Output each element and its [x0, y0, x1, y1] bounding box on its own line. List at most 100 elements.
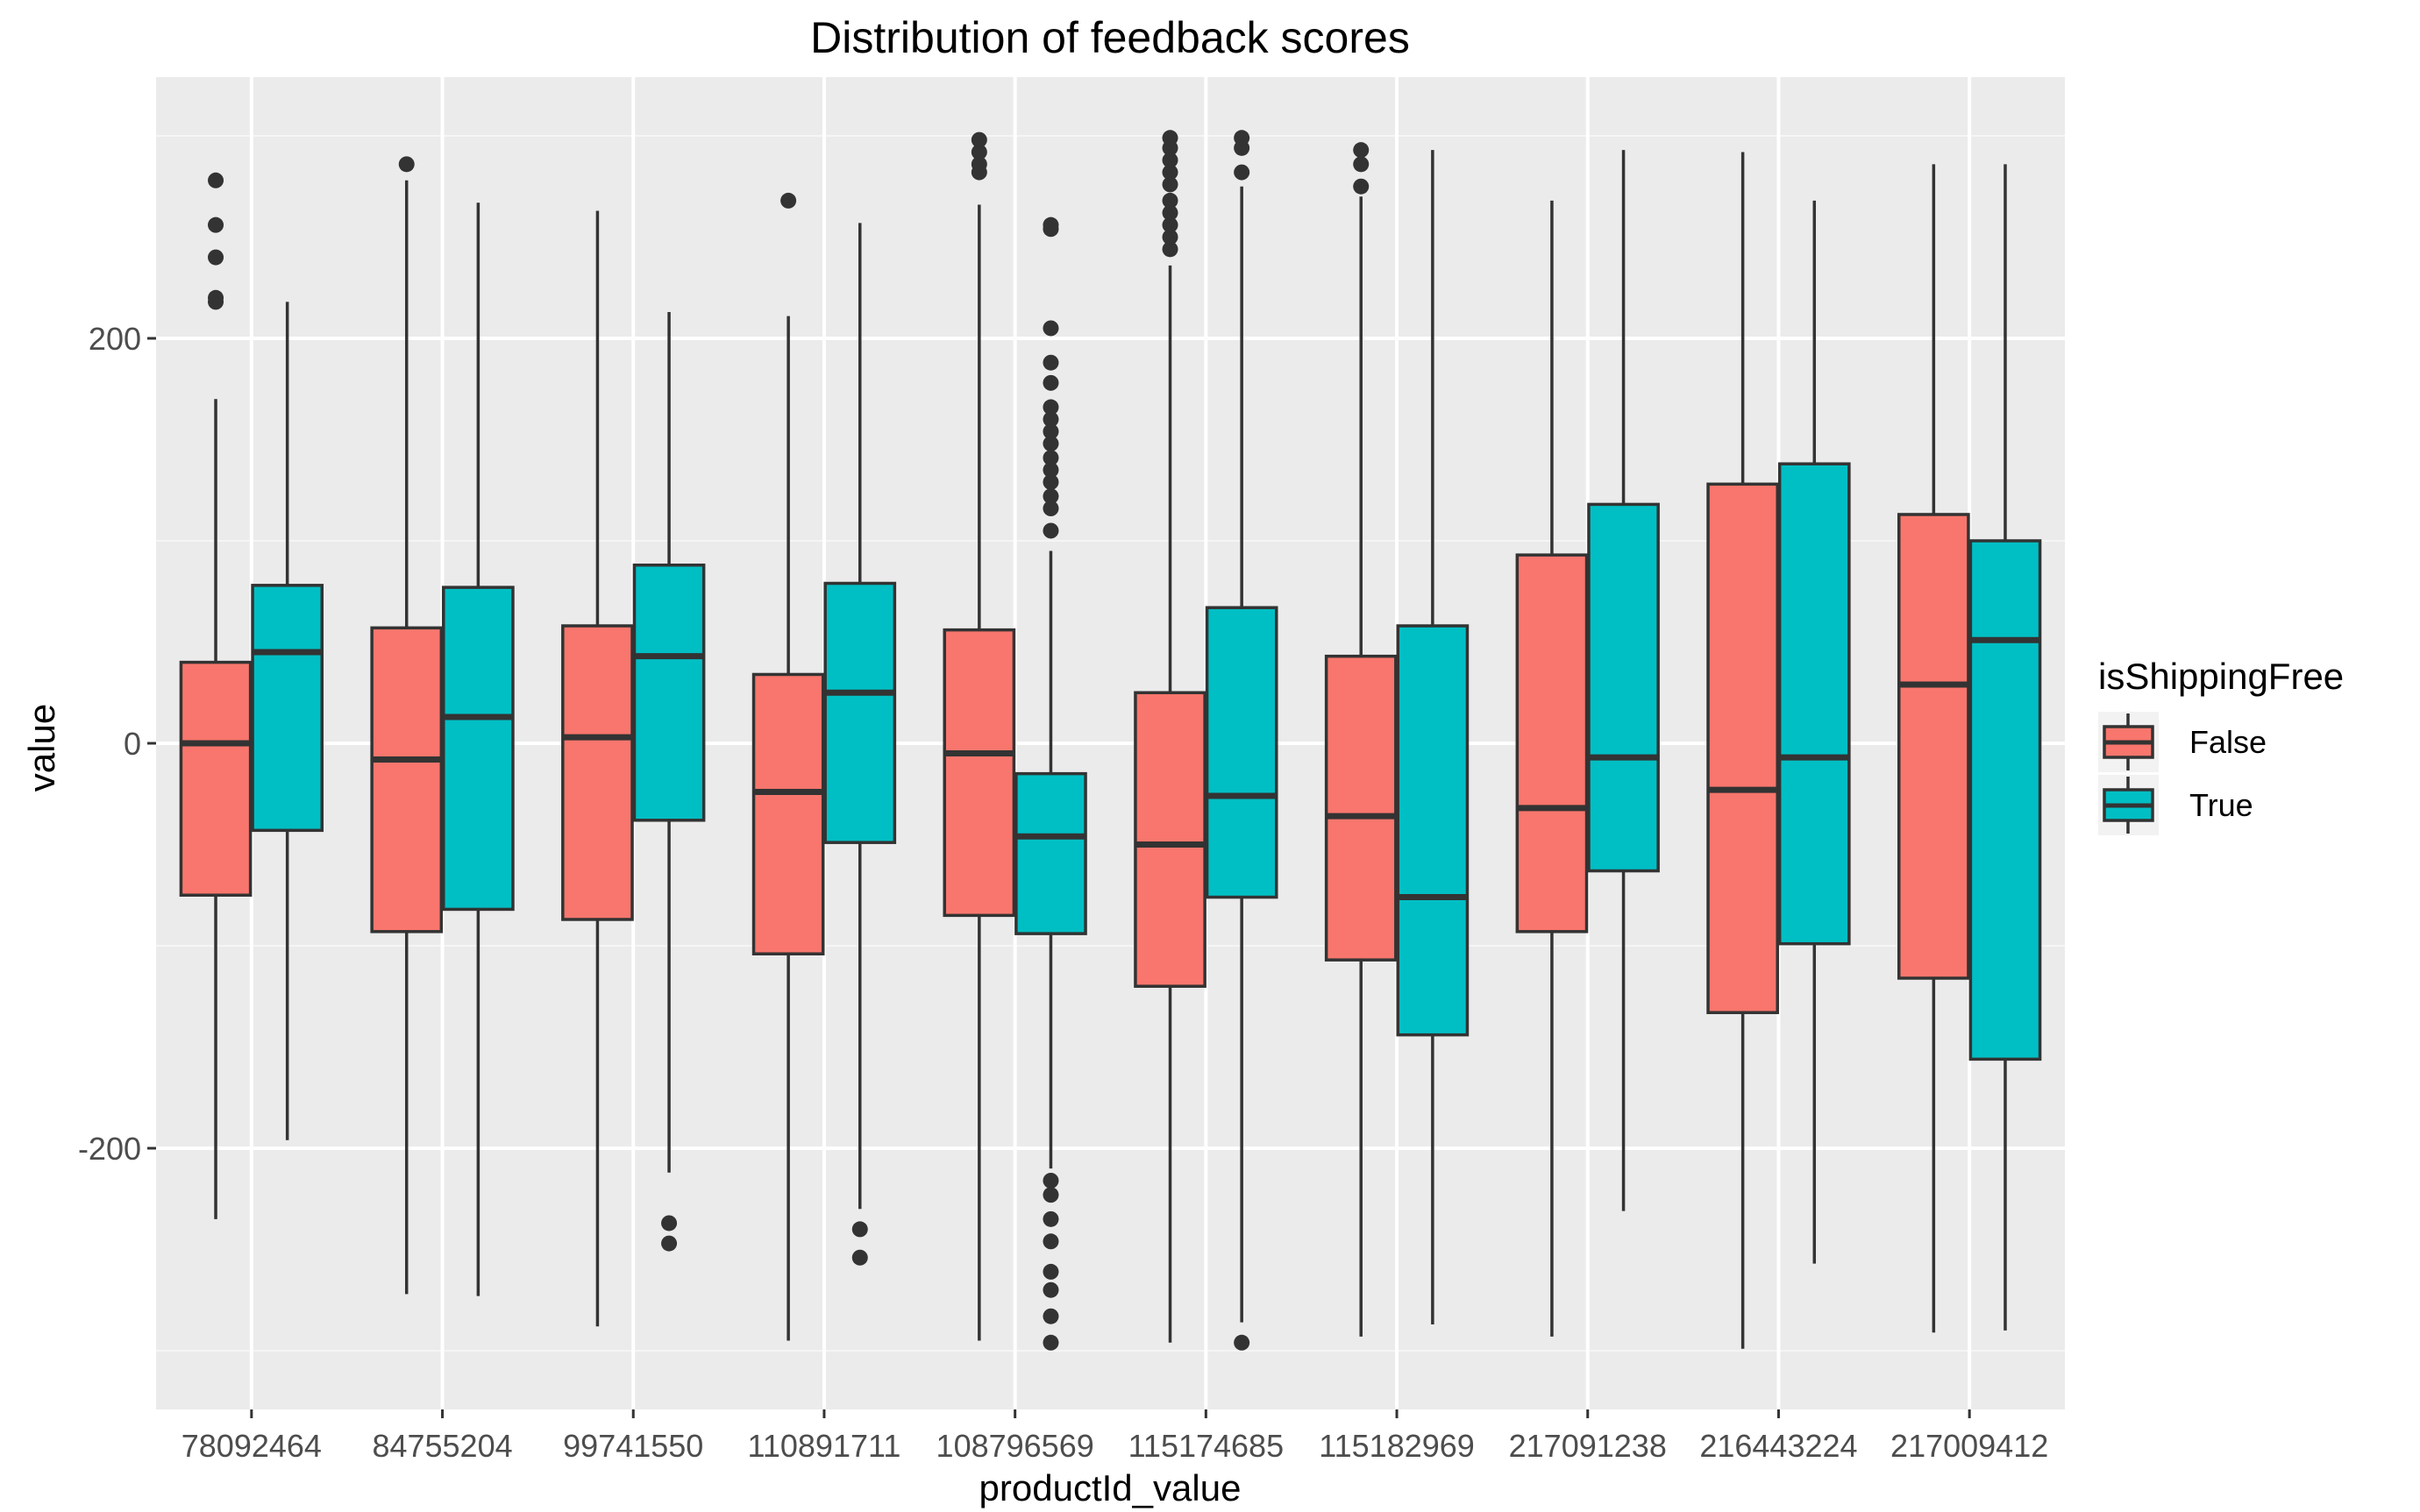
outlier-point — [1043, 354, 1059, 371]
box — [1706, 482, 1779, 1014]
box-true-78092464 — [251, 302, 324, 1140]
outlier-point — [1162, 217, 1178, 233]
box-groups — [179, 130, 2042, 1351]
outlier-point — [1162, 130, 1178, 146]
outlier-point — [1043, 1334, 1059, 1351]
outlier-point — [1043, 436, 1059, 452]
box-true-110891711 — [823, 223, 897, 1266]
box — [823, 581, 897, 844]
x-tick-label: 99741550 — [563, 1428, 703, 1464]
y-axis: -200 0 200 — [78, 321, 156, 1167]
box — [251, 584, 324, 833]
outlier-point — [1162, 229, 1178, 245]
outlier-point — [1043, 1187, 1059, 1203]
outlier-point — [971, 144, 987, 160]
outlier-point — [398, 156, 415, 173]
box-false-217009412 — [1897, 164, 1970, 1333]
outlier-point — [1162, 152, 1178, 168]
box — [561, 624, 634, 921]
box — [442, 586, 515, 912]
outlier-point — [1043, 1281, 1059, 1298]
outlier-point — [208, 172, 224, 188]
legend-item-true: True — [2098, 775, 2253, 835]
chart-title: Distribution of feedback scores — [810, 13, 1410, 62]
x-axis: 78092464 84755204 99741550 110891711 1087965… — [182, 1409, 2048, 1464]
x-tick-label: 115182969 — [1319, 1428, 1475, 1464]
outlier-point — [208, 289, 224, 306]
box-false-115182969 — [1324, 142, 1398, 1337]
box — [632, 563, 706, 822]
box-false-99741550 — [561, 210, 634, 1327]
outlier-point — [661, 1235, 678, 1252]
box-false-115174685 — [1134, 130, 1206, 1343]
x-tick-label: 115174685 — [1128, 1428, 1285, 1464]
box-false-217091238 — [1515, 200, 1589, 1337]
outlier-point — [1043, 399, 1059, 415]
box-false-78092464 — [179, 172, 253, 1219]
box — [943, 628, 1016, 918]
box-false-110891711 — [751, 192, 825, 1341]
box — [1897, 513, 1970, 980]
outlier-point — [971, 156, 987, 173]
box — [1205, 606, 1278, 899]
outlier-point — [1043, 411, 1059, 428]
box-true-108796569 — [1014, 217, 1087, 1351]
legend-item-false: False — [2098, 712, 2267, 772]
legend-title: isShippingFree — [2098, 656, 2344, 697]
legend-label: True — [2189, 787, 2253, 823]
outlier-point — [1043, 1263, 1059, 1280]
box — [751, 672, 825, 955]
box — [1014, 771, 1087, 935]
box-true-84755204 — [442, 202, 515, 1296]
box — [1396, 624, 1470, 1037]
outlier-point — [780, 192, 797, 209]
outlier-point — [1043, 217, 1059, 233]
box — [1324, 654, 1398, 962]
legend: isShippingFree False True — [2098, 656, 2344, 835]
box-true-115182969 — [1396, 150, 1470, 1324]
outlier-point — [1043, 488, 1059, 505]
box-false-216443224 — [1706, 152, 1779, 1349]
outlier-point — [1162, 204, 1178, 221]
y-tick-label: -200 — [78, 1131, 141, 1167]
outlier-point — [1043, 1210, 1059, 1227]
x-tick-label: 84755204 — [372, 1428, 512, 1464]
outlier-point — [1043, 1233, 1059, 1250]
outlier-point — [1043, 1308, 1059, 1324]
outlier-point — [208, 217, 224, 233]
x-tick-label: 78092464 — [182, 1428, 322, 1464]
x-tick-label: 217009412 — [1890, 1428, 2048, 1464]
legend-items: False True — [2098, 712, 2267, 835]
outlier-point — [661, 1215, 678, 1232]
legend-label: False — [2189, 724, 2267, 760]
box — [1587, 502, 1660, 873]
outlier-point — [1043, 374, 1059, 391]
box-true-115174685 — [1205, 130, 1278, 1351]
box — [179, 660, 253, 898]
box-true-217091238 — [1587, 150, 1660, 1211]
box — [1968, 539, 2042, 1061]
box-false-108796569 — [943, 131, 1016, 1341]
box — [1777, 462, 1851, 946]
outlier-point — [1043, 450, 1059, 466]
box-true-216443224 — [1777, 200, 1851, 1264]
outlier-point — [1162, 176, 1178, 193]
outlier-point — [851, 1249, 868, 1266]
outlier-point — [1043, 423, 1059, 440]
y-axis-title: value — [21, 704, 62, 791]
outlier-point — [1353, 178, 1370, 195]
outlier-point — [1162, 241, 1178, 258]
outlier-point — [1353, 156, 1370, 173]
box-false-84755204 — [370, 156, 444, 1295]
box-true-217009412 — [1968, 164, 2042, 1331]
x-tick-label: 217091238 — [1509, 1428, 1667, 1464]
outlier-point — [971, 131, 987, 148]
x-axis-title: productId_value — [979, 1467, 1242, 1508]
y-tick-label: 200 — [89, 321, 141, 357]
outlier-point — [1043, 1172, 1059, 1189]
box — [1515, 553, 1589, 933]
outlier-point — [1234, 164, 1250, 181]
outlier-point — [1162, 192, 1178, 209]
outlier-point — [1043, 462, 1059, 479]
